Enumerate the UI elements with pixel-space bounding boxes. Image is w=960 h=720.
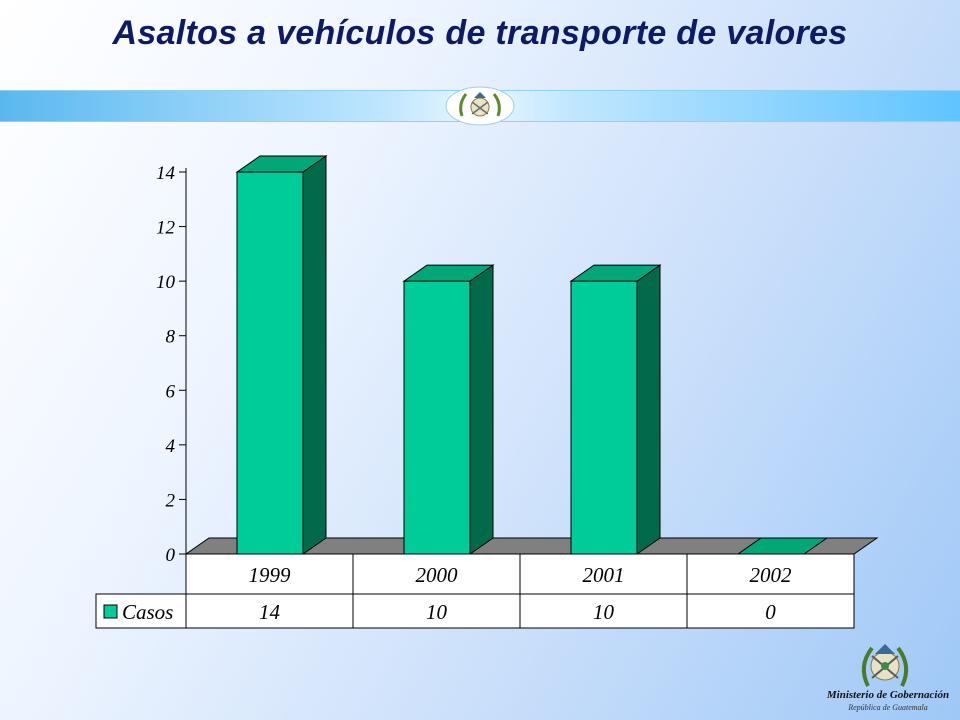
bar-front — [236, 171, 304, 555]
ministry-subtitle: República de Guatemala — [848, 703, 928, 712]
legend-label: Casos — [122, 600, 173, 624]
page-title: Asaltos a vehículos de transporte de val… — [112, 14, 848, 52]
y-tick-label: 14 — [156, 163, 176, 184]
data-table: 1999 14 2000 10 2001 10 2002 0 Casos — [95, 553, 855, 629]
y-tick-label: 6 — [166, 381, 176, 402]
bar-front — [403, 280, 471, 555]
bar-top — [569, 264, 662, 282]
legend-swatch — [103, 604, 118, 619]
y-tick-label: 10 — [156, 272, 176, 293]
y-axis: 0 2 4 6 8 10 12 14 — [156, 163, 187, 566]
data-value-label: 0 — [765, 600, 776, 624]
y-tick-label: 4 — [166, 436, 176, 457]
bar-side — [302, 155, 327, 555]
bar-top — [235, 155, 328, 173]
category-label: 2001 — [583, 563, 625, 587]
y-tick-label: 0 — [166, 545, 176, 566]
ministry-crest-icon — [861, 644, 909, 687]
table-data-row — [95, 593, 855, 629]
bar-2001 — [569, 264, 662, 555]
y-tick-label: 2 — [166, 490, 176, 511]
category-label: 1999 — [249, 563, 292, 587]
bar-side — [636, 264, 661, 555]
bar-front — [570, 280, 638, 555]
ministry-name: Ministerio de Gobernación — [826, 689, 950, 701]
category-label: 2000 — [416, 563, 459, 587]
crest-icon — [445, 86, 515, 126]
bar-1999 — [235, 155, 328, 555]
y-tick-label: 8 — [166, 327, 176, 348]
category-label: 2002 — [750, 563, 793, 587]
data-value-label: 14 — [259, 600, 281, 624]
bars — [235, 155, 829, 555]
data-value-label: 10 — [593, 600, 615, 624]
y-tick-label: 12 — [156, 218, 176, 239]
bar-side — [469, 264, 494, 555]
data-value-label: 10 — [426, 600, 448, 624]
bar-2000 — [402, 264, 495, 555]
bar-top — [402, 264, 495, 282]
